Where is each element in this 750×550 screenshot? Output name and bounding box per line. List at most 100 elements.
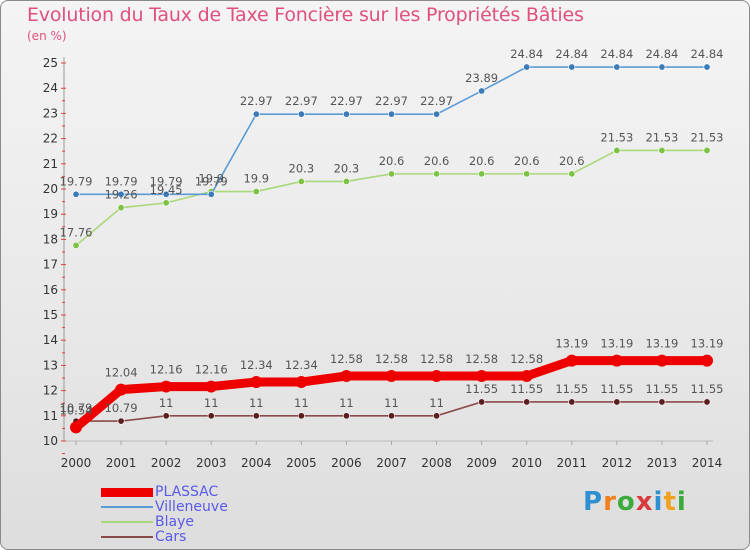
data-label-plassac: 12.34 [240,358,273,372]
legend-label-cars: Cars [155,529,187,545]
data-label-cars: 11 [159,396,174,410]
x-tick-label: 2006 [331,456,362,470]
data-point-cars [162,412,170,420]
data-point-cars [703,398,711,406]
data-label-plassac: 13.19 [645,337,678,351]
data-point-villeneuve [658,63,666,71]
x-tick-label: 2009 [466,456,497,470]
data-label-cars: 10.79 [105,401,138,415]
data-point-cars [207,412,215,420]
data-label-villeneuve: 24.84 [510,47,543,61]
data-label-blaye: 20.3 [289,161,315,175]
data-label-blaye: 21.53 [691,130,724,144]
data-point-villeneuve [478,87,486,95]
data-label-plassac: 13.19 [691,337,724,351]
data-label-blaye: 20.6 [514,154,540,168]
y-tick-label: 15 [43,308,58,322]
data-label-plassac: 12.58 [420,352,453,366]
data-label-villeneuve: 22.97 [330,94,363,108]
data-label-villeneuve: 24.84 [691,47,724,61]
data-point-blaye [117,204,125,212]
data-point-villeneuve [162,190,170,198]
data-label-blaye: 19.9 [243,172,269,186]
data-label-blaye: 20.6 [469,154,495,168]
data-label-blaye: 19.9 [198,172,224,186]
data-point-plassac [70,421,82,434]
proxiti-logo-letter: P [583,487,604,517]
data-label-villeneuve: 19.79 [195,174,228,188]
data-label-blaye: 20.6 [379,154,405,168]
data-label-villeneuve: 24.84 [555,47,588,61]
data-point-plassac [430,369,443,382]
data-label-plassac: 12.04 [105,366,138,380]
data-point-cars [252,412,260,420]
y-tick-label: 13 [43,358,58,372]
data-point-blaye [162,199,170,207]
data-label-villeneuve: 19.79 [150,174,183,188]
x-tick-label: 2008 [421,456,452,470]
y-tick-label: 25 [43,56,58,70]
data-point-blaye [433,170,441,178]
data-point-plassac [610,354,623,367]
data-point-plassac [295,376,308,389]
data-label-plassac: 12.58 [330,352,363,366]
legend: PLASSAC Villeneuve Blaye Cars [101,484,321,545]
data-label-cars: 11.55 [600,382,633,396]
y-tick-label: 19 [43,207,58,221]
data-label-villeneuve: 19.79 [60,174,93,188]
data-point-blaye [252,188,260,196]
data-label-plassac: 12.34 [285,358,318,372]
y-tick-label: 11 [43,409,58,423]
x-tick-label: 2011 [557,456,588,470]
legend-item-cars: Cars [101,529,321,545]
data-label-cars: 11.55 [555,382,588,396]
y-tick-label: 16 [43,283,58,297]
data-label-villeneuve: 22.97 [285,94,318,108]
data-point-blaye [387,170,395,178]
data-label-villeneuve: 22.97 [240,94,273,108]
data-point-villeneuve [252,110,260,118]
data-label-cars: 10.79 [60,401,93,415]
data-label-plassac: 13.19 [600,337,633,351]
data-point-plassac [701,354,713,367]
y-tick-label: 12 [43,384,58,398]
x-tick-label: 2014 [692,456,723,470]
data-label-blaye: 21.53 [645,130,678,144]
x-tick-label: 2005 [286,456,317,470]
data-label-blaye: 20.3 [334,161,360,175]
data-point-blaye [658,146,666,154]
legend-item-plassac: PLASSAC [101,484,321,500]
data-point-cars [297,412,305,420]
data-point-cars [342,412,350,420]
proxiti-logo: Proxiti [583,487,687,517]
data-point-villeneuve [703,63,711,71]
x-tick-label: 2002 [151,456,182,470]
proxiti-logo-letter: t [663,487,677,517]
data-label-blaye: 19.45 [150,183,183,197]
legend-item-blaye: Blaye [101,514,321,530]
data-point-blaye [523,170,531,178]
data-point-blaye [568,170,576,178]
data-point-blaye [613,146,621,154]
data-label-cars: 11 [249,396,264,410]
data-point-plassac [475,369,488,382]
data-label-blaye: 19.26 [105,188,138,202]
data-label-plassac: 12.58 [510,352,543,366]
data-label-cars: 11 [339,396,354,410]
data-label-plassac: 12.16 [150,363,183,377]
data-label-villeneuve: 24.84 [600,47,633,61]
data-point-villeneuve [613,63,621,71]
x-tick-label: 2010 [511,456,542,470]
data-point-plassac [160,380,173,393]
data-label-plassac: 10.54 [60,403,93,417]
legend-swatch-blaye [101,521,153,523]
legend-label-blaye: Blaye [155,514,194,530]
legend-label-villeneuve: Villeneuve [155,499,228,515]
x-tick-label: 2003 [196,456,227,470]
data-point-villeneuve [387,110,395,118]
data-point-cars [523,398,531,406]
data-label-blaye: 21.53 [600,130,633,144]
data-label-blaye: 17.76 [60,225,93,239]
